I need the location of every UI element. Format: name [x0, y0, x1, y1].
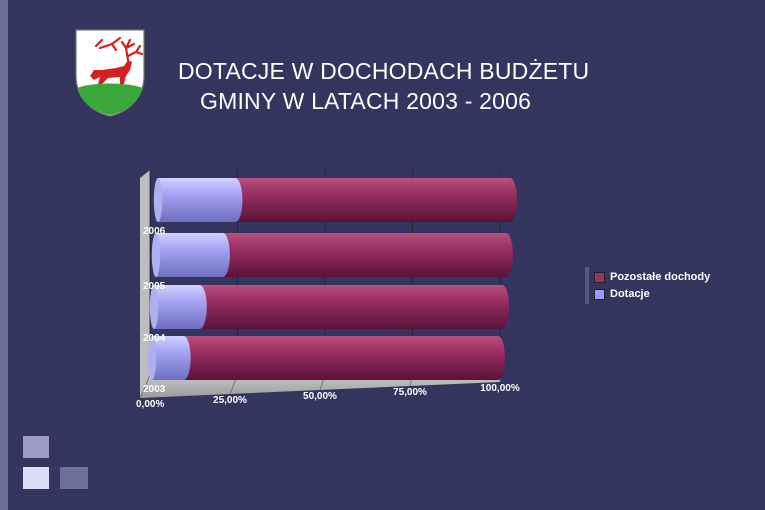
category-label-2003: 2003	[143, 384, 166, 395]
legend-label-dotacje: Dotacje	[610, 288, 650, 300]
floor-gridline	[139, 374, 151, 399]
bar-pozostale-2006	[235, 178, 517, 222]
x-tick-label: 75,00%	[393, 387, 427, 398]
category-label-2005: 2005	[143, 281, 166, 292]
bar-dotacje-2004	[154, 285, 207, 329]
legend-item-pozostale: Pozostałe dochody	[594, 270, 710, 284]
bar-pozostale-2004	[199, 285, 509, 329]
legend-label-pozostale: Pozostałe dochody	[610, 271, 711, 283]
legend-stripe	[585, 267, 589, 304]
bar-end-cap-2003	[147, 336, 157, 380]
legend-swatch-dotacje	[594, 288, 605, 300]
title-line-1: DOTACJE W DOCHODACH BUDŻETU	[178, 58, 590, 84]
bar-end-cap-2004	[149, 285, 159, 329]
bar-pozostale-2003	[183, 336, 505, 380]
bar-end-cap-2005	[151, 233, 161, 277]
chart-labels: 0,00% 25,00% 50,00% 75,00% 100,00% 2006 2005 20…	[136, 226, 520, 410]
coat-of-arms-icon	[75, 29, 145, 117]
decor-square	[23, 467, 49, 489]
x-tick-label: 50,00%	[303, 391, 337, 402]
chart-bars	[147, 178, 517, 380]
bar-dotacje-2006	[158, 178, 243, 222]
title-line-2: GMINY W LATACH 2003 - 2006	[200, 88, 532, 114]
category-label-2006: 2006	[143, 226, 166, 237]
chart-legend: Pozostałe dochody Dotacje	[585, 267, 725, 304]
x-tick-label: 0,00%	[136, 399, 164, 410]
category-label-2004: 2004	[143, 333, 166, 344]
chart-floor	[140, 375, 500, 398]
left-accent-bar	[0, 0, 8, 510]
decor-square	[60, 467, 88, 489]
bar-dotacje-2003	[152, 336, 191, 380]
chart-side-wall	[140, 170, 150, 398]
bar-pozostale-2005	[222, 233, 513, 277]
legend-item-dotacje: Dotacje	[594, 287, 650, 301]
x-tick-label: 25,00%	[213, 395, 247, 406]
x-tick-label: 100,00%	[480, 383, 520, 394]
bar-end-cap-2006	[153, 178, 163, 222]
legend-swatch-pozostale	[594, 271, 605, 283]
page-title: DOTACJE W DOCHODACH BUDŻETU GMINY W LATA…	[178, 56, 698, 116]
decor-square	[23, 436, 49, 458]
bar-dotacje-2005	[156, 233, 230, 277]
